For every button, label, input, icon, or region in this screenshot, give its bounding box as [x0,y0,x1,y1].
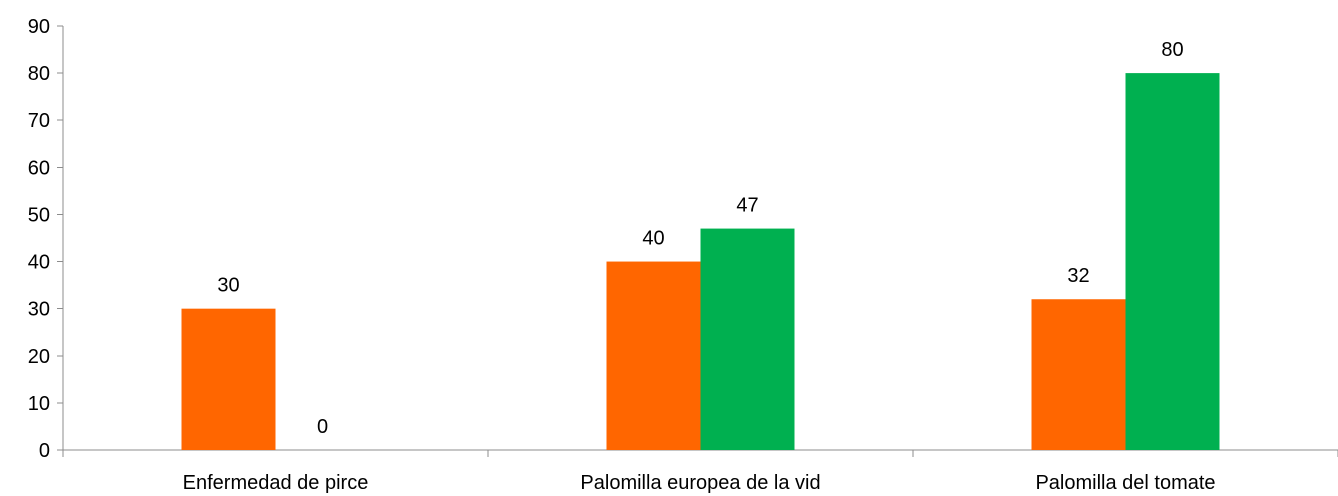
y-axis: 0 10 20 30 40 50 60 70 80 90 [28,16,64,462]
data-label: 30 [217,275,239,297]
x-tick-label: Palomilla europea de la vid [580,472,820,494]
y-tick-label: 70 [28,110,50,132]
y-tick-label: 50 [28,204,50,226]
bars [181,73,1220,450]
data-label: 0 [317,416,328,438]
data-label: 40 [642,228,664,250]
bar [181,308,276,450]
x-axis: Enfermedad de pirce Palomilla europea de … [62,449,1338,494]
y-tick-label: 40 [28,252,50,274]
y-tick-label: 80 [28,63,50,85]
x-tick-label: Palomilla del tomate [1035,472,1215,494]
bar [1031,299,1126,450]
bar [606,261,701,450]
y-tick-label: 90 [28,16,50,38]
y-tick-label: 0 [39,440,50,462]
y-tick-label: 20 [28,346,50,368]
data-labels: 30 0 40 47 32 80 [217,39,1183,438]
y-tick-label: 30 [28,299,50,321]
bar [700,228,795,450]
bar [1125,73,1220,450]
data-label: 80 [1161,39,1183,61]
data-label: 32 [1067,265,1089,287]
y-tick-label: 10 [28,393,50,415]
x-tick-label: Enfermedad de pirce [183,472,369,494]
y-tick-label: 60 [28,157,50,179]
data-label: 47 [736,195,758,217]
